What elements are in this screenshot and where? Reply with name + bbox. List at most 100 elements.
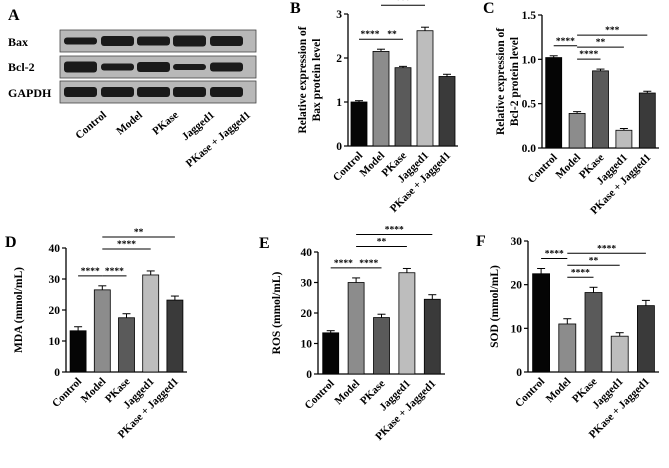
x-tick-label: Control (331, 150, 365, 184)
y-tick-label: 3 (336, 9, 342, 21)
y-tick-label: 30 (511, 236, 523, 248)
y-tick-label: 10 (49, 336, 61, 348)
x-tick-label: Model (333, 378, 363, 408)
blot-band (210, 36, 243, 46)
blot-band (173, 35, 206, 47)
blot-band (64, 37, 97, 45)
y-tick-label: 1.0 (522, 54, 537, 66)
y-axis-label: MDA (mmol/mL) (13, 267, 25, 353)
bar (558, 323, 577, 373)
blot-band (210, 87, 243, 97)
y-tick-label: 0 (516, 367, 522, 379)
x-tick-label: Control (513, 376, 547, 410)
bar (398, 272, 416, 375)
bar (592, 70, 609, 149)
y-axis-label: Bcl-2 protein level (509, 37, 521, 126)
y-tick-label: 20 (301, 308, 313, 320)
blot-band (101, 63, 134, 71)
bar (568, 113, 586, 149)
y-tick-label: 1 (336, 97, 342, 109)
y-tick-label: 0.5 (522, 99, 537, 111)
blot-band (64, 61, 97, 73)
panel-a-letter: A (8, 7, 20, 24)
significance-label: ** (589, 256, 599, 266)
y-tick-label: 0 (54, 367, 60, 379)
blot-lane-label-model: Model (114, 109, 145, 137)
bar (350, 101, 368, 147)
bar (394, 67, 412, 147)
y-tick-label: 0 (306, 369, 312, 381)
y-tick-label: 1.5 (522, 10, 537, 22)
significance-label: **** (359, 259, 378, 269)
significance-label: **** (117, 240, 136, 250)
bar (347, 282, 365, 375)
y-tick-label: 20 (49, 305, 61, 317)
significance-label: **** (385, 225, 404, 235)
bar (584, 292, 603, 373)
panel-letter: E (259, 235, 270, 252)
significance-label: ** (596, 38, 606, 48)
x-tick-label: Control (50, 376, 84, 410)
bar (373, 317, 390, 375)
bar (142, 274, 160, 373)
significance-label: *** (396, 0, 411, 6)
y-axis-label: Relative expression of (297, 26, 309, 133)
significance-label: **** (545, 250, 564, 260)
significance-label: **** (105, 267, 124, 277)
blot-row-label-bcl2: Bcl-2 (8, 60, 35, 74)
y-tick-label: 30 (301, 278, 313, 290)
y-axis-label: SOD (mmol/mL) (489, 265, 501, 348)
significance-label: **** (571, 268, 590, 278)
bar (93, 289, 111, 373)
x-tick-label: Model (79, 376, 109, 406)
blot-lane-label-control: Control (73, 109, 109, 142)
significance-label: **** (556, 37, 575, 47)
bar (166, 299, 184, 373)
blot-band (137, 36, 170, 46)
blot-row-label-bax: Bax (8, 35, 28, 49)
y-tick-label: 30 (49, 274, 61, 286)
blot-band (137, 62, 170, 72)
y-axis-label: Relative expression of (495, 28, 507, 135)
significance-label: ** (377, 237, 387, 247)
blot-band (210, 62, 243, 72)
significance-label: **** (597, 244, 616, 254)
significance-label: **** (81, 267, 100, 277)
y-tick-label: 2 (336, 53, 342, 65)
blot-band (173, 64, 206, 70)
y-tick-label: 40 (301, 247, 313, 259)
y-tick-label: 0.0 (522, 143, 537, 155)
y-tick-label: 40 (49, 243, 61, 255)
bar (372, 51, 390, 147)
panel-letter: C (483, 0, 495, 17)
y-axis-label: Bax protein level (311, 39, 323, 122)
bar (637, 305, 655, 373)
significance-label: **** (579, 50, 598, 60)
blot-band (64, 87, 97, 97)
bar (416, 30, 434, 147)
y-tick-label: 10 (511, 323, 523, 335)
x-tick-label: Control (526, 152, 560, 186)
x-tick-label: Model (544, 376, 574, 406)
bar (615, 129, 633, 149)
blot-band (101, 36, 134, 46)
x-tick-label: Control (303, 378, 337, 412)
blot-lane-label-pkase: PKase (150, 109, 181, 138)
bar (69, 330, 87, 373)
blot-band (101, 87, 134, 97)
x-tick-label: Model (554, 152, 584, 182)
blot-band (173, 87, 206, 97)
y-axis-label: ROS (mmol/mL) (271, 271, 283, 354)
significance-label: **** (361, 30, 380, 40)
y-tick-label: 20 (511, 280, 523, 292)
significance-label: **** (334, 259, 353, 269)
blot-band (137, 87, 170, 97)
panel-b-bax-chart: B Relative expression of Bax protein level… (290, 0, 458, 215)
blot-strips (59, 29, 257, 104)
bar (638, 92, 656, 149)
bar (545, 57, 563, 149)
significance-label: *** (605, 26, 620, 36)
